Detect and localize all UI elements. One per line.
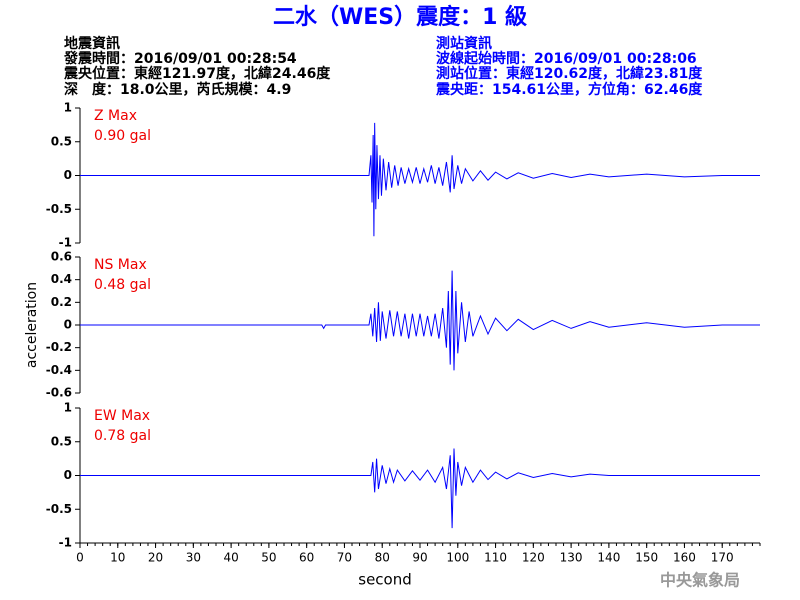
waveform [80,270,760,371]
y-tick-label: 0.2 [51,295,72,309]
y-axis-label: acceleration [24,282,40,368]
max-label: NS Max [94,257,147,273]
x-tick-label: 0 [76,551,84,565]
x-tick-label: 150 [635,551,658,565]
x-tick-label: 20 [148,551,163,565]
max-label: 0.48 gal [94,277,151,293]
station-info: 測站位置：東經120.62度，北緯23.81度 [436,65,703,82]
x-tick-label: 10 [110,551,125,565]
y-tick-label: 1 [64,101,72,115]
x-tick-label: 110 [484,551,507,565]
max-label: EW Max [94,408,150,424]
event-info: 發震時間：2016/09/01 00:28:54 [63,50,297,67]
event-info: 深 度：18.0公里，芮氏規模：4.9 [64,81,291,98]
x-tick-label: 160 [673,551,696,565]
y-tick-label: -0.6 [46,386,72,400]
station-info: 波線起始時間：2016/09/01 00:28:06 [436,50,697,67]
x-tick-label: 140 [597,551,620,565]
x-tick-label: 40 [223,551,238,565]
x-tick-label: 30 [186,551,201,565]
x-tick-label: 100 [446,551,469,565]
x-tick-label: 90 [412,551,427,565]
max-label: Z Max [94,108,137,124]
y-tick-label: 0.4 [51,272,72,286]
y-tick-label: 1 [64,401,72,415]
x-tick-label: 80 [375,551,390,565]
max-label: 0.78 gal [94,428,151,444]
x-tick-label: 70 [337,551,352,565]
waveform [80,448,760,529]
y-tick-label: 0 [64,468,72,482]
chart-title: 二水（WES）震度：1 級 [273,4,527,30]
x-tick-label: 120 [522,551,545,565]
y-tick-label: -0.5 [46,202,72,216]
y-tick-label: 0 [64,318,72,332]
x-tick-label: 170 [711,551,734,565]
y-tick-label: -0.2 [46,340,72,354]
event-info: 地震資訊 [64,35,120,52]
event-info: 震央位置：東經121.97度，北緯24.46度 [63,65,331,82]
x-tick-label: 130 [560,551,583,565]
x-tick-label: 50 [261,551,276,565]
y-tick-label: -0.4 [46,363,72,377]
y-tick-label: -1 [59,536,72,550]
station-info: 測站資訊 [436,35,492,52]
footer: 中央氣象局 [660,571,740,590]
x-axis-label: second [358,571,412,589]
y-tick-label: 0 [64,168,72,182]
y-tick-label: -1 [59,236,72,250]
max-label: 0.90 gal [94,128,151,144]
x-tick-label: 60 [299,551,314,565]
y-tick-label: 0.5 [51,434,72,448]
y-tick-label: 0.5 [51,134,72,148]
station-info: 震央距：154.61公里，方位角：62.46度 [435,81,703,98]
y-tick-label: -0.5 [46,502,72,516]
y-tick-label: 0.6 [51,250,72,264]
waveform [80,122,760,237]
